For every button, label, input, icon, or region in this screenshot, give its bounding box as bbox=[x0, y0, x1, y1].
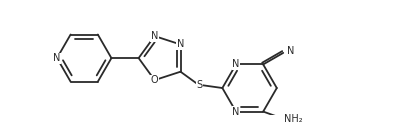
Text: N: N bbox=[232, 60, 240, 70]
Text: N: N bbox=[232, 107, 240, 117]
Text: N: N bbox=[151, 31, 158, 41]
Text: N: N bbox=[287, 46, 294, 56]
Text: N: N bbox=[177, 40, 184, 50]
Text: N: N bbox=[53, 53, 61, 63]
Text: NH₂: NH₂ bbox=[284, 114, 302, 124]
Text: O: O bbox=[151, 75, 158, 85]
Text: S: S bbox=[196, 80, 202, 90]
